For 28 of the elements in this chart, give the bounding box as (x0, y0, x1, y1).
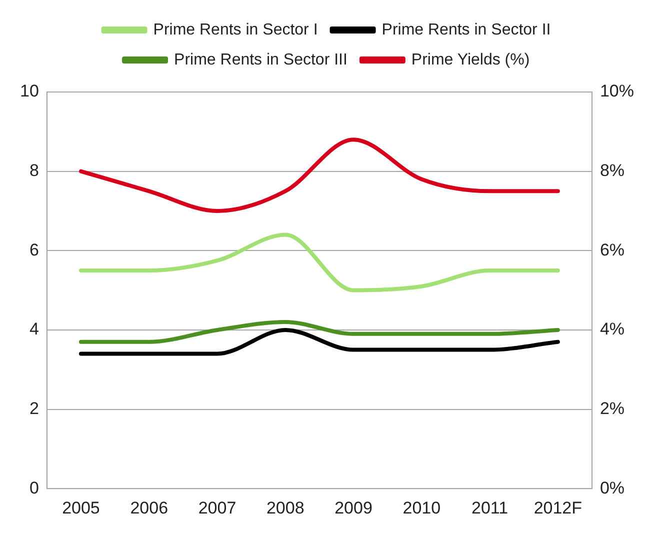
x-tick-label: 2009 (334, 498, 372, 518)
legend-label: Prime Rents in Sector II (382, 21, 551, 38)
y2-tick-label: 10% (600, 82, 634, 101)
x-tick-label: 2012F (534, 498, 582, 518)
y-tick-label: 10 (20, 82, 39, 101)
legend-label: Prime Yields (%) (411, 51, 530, 68)
x-tick-label: 2011 (471, 498, 508, 518)
y-tick-label: 0 (29, 478, 39, 498)
x-tick-label: 2006 (130, 498, 168, 518)
y2-tick-label: 8% (600, 161, 625, 180)
line-series (78, 138, 560, 213)
y2-tick-label: 4% (600, 320, 625, 339)
line-series (78, 328, 560, 356)
y-tick-label: 6 (29, 240, 39, 260)
legend-label: Prime Rents in Sector I (153, 21, 318, 38)
y-tick-label: 8 (29, 161, 39, 180)
line-series (78, 320, 560, 344)
x-tick-label: 2005 (62, 498, 100, 518)
x-tick-label: 2010 (402, 498, 441, 518)
y-tick-label: 4 (29, 320, 39, 339)
x-tick-label: 2008 (266, 498, 304, 518)
y2-tick-label: 2% (600, 398, 625, 418)
y2-tick-label: 6% (600, 240, 625, 260)
y2-tick-label: 0% (600, 478, 625, 498)
x-tick-label: 2007 (198, 498, 236, 518)
legend-label: Prime Rents in Sector III (174, 51, 348, 68)
y-tick-label: 2 (29, 398, 39, 418)
line-series (78, 232, 560, 292)
